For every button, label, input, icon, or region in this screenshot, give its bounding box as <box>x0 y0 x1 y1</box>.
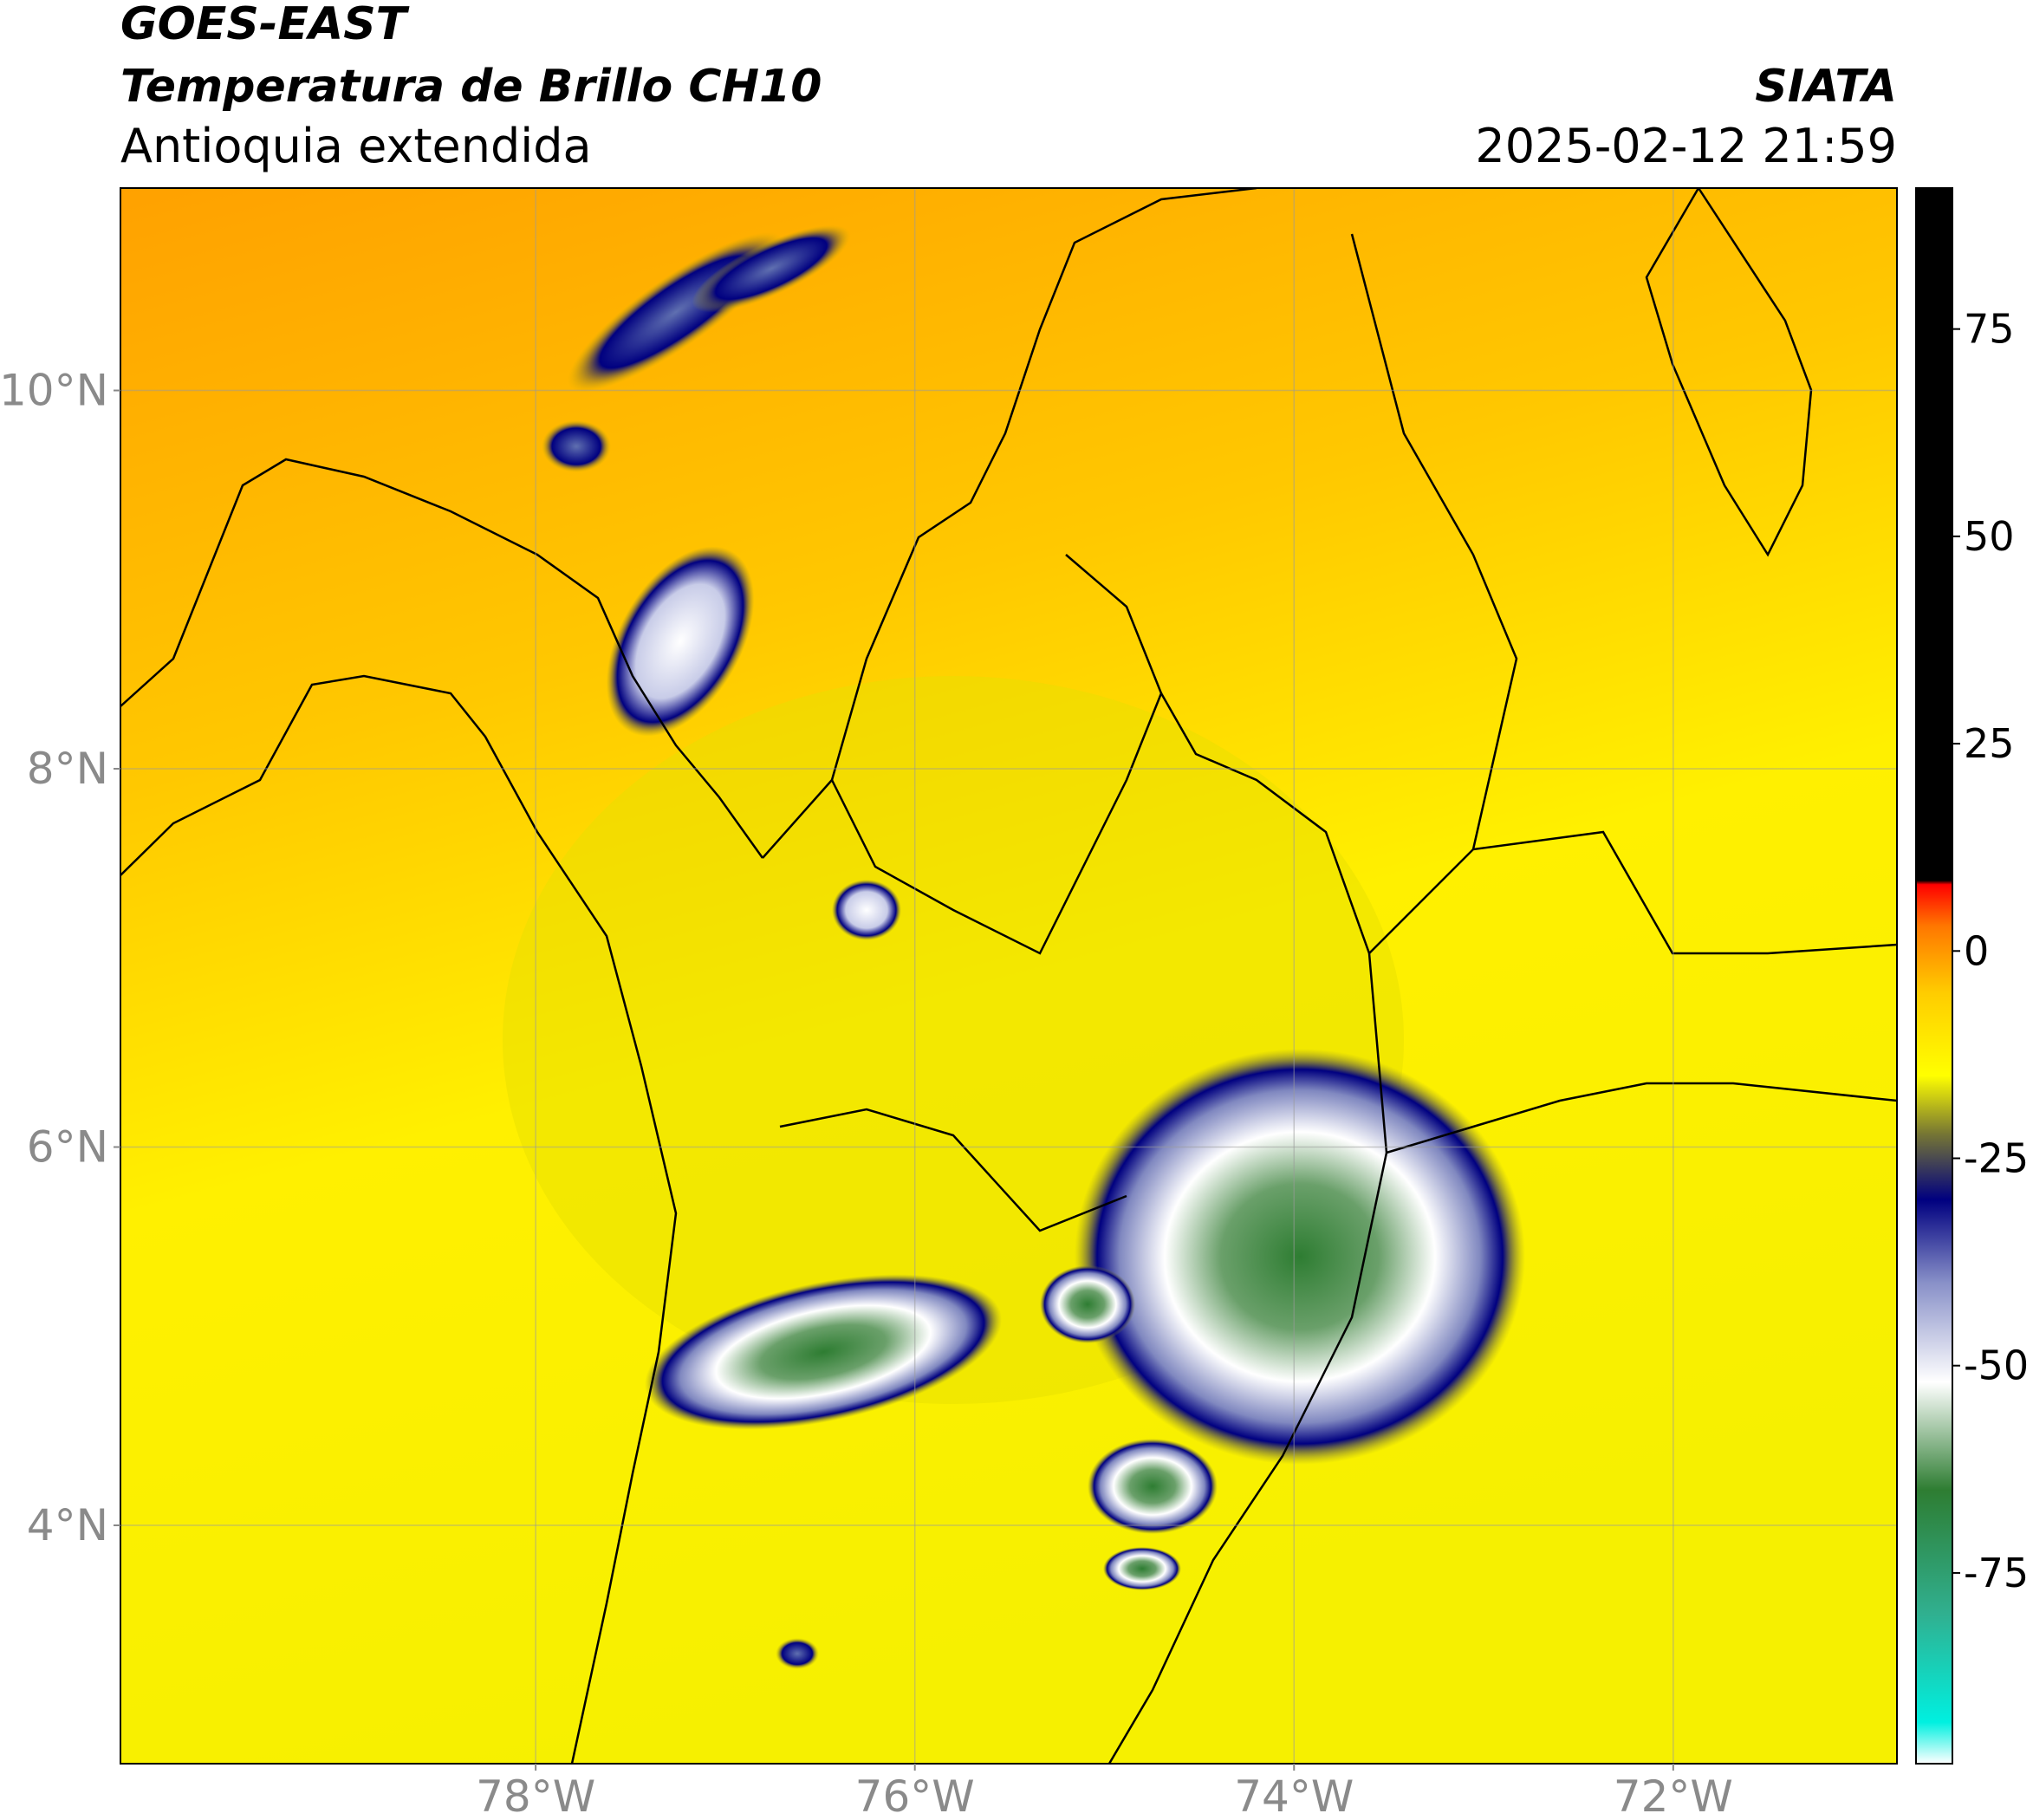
colorbar-tick-label: 25 <box>1964 720 2015 767</box>
map-image <box>120 188 1897 1764</box>
region: Antioquia extendida <box>120 119 592 173</box>
datetime: 2025-02-12 21:59 <box>1475 119 1897 173</box>
colorbar-tick-label: -75 <box>1964 1550 2029 1596</box>
grid <box>120 188 1897 1764</box>
colorbar <box>1915 187 1953 1765</box>
colorbar-tick-label: -25 <box>1964 1135 2029 1182</box>
x-tick-label: 78°W <box>476 1771 595 1820</box>
colorbar-tick-label: 50 <box>1964 513 2015 560</box>
x-tick-label: 76°W <box>855 1771 975 1820</box>
y-tick-label: 6°N <box>27 1122 108 1173</box>
y-tick-label: 10°N <box>0 366 108 416</box>
map-frame <box>120 187 1898 1765</box>
x-tick-label: 72°W <box>1614 1771 1733 1820</box>
y-tick-label: 4°N <box>27 1500 108 1550</box>
colorbar-tick-label: -50 <box>1964 1342 2029 1389</box>
y-tick-label: 8°N <box>27 744 108 794</box>
x-tick-label: 74°W <box>1234 1771 1354 1820</box>
title: GOES-EAST <box>120 0 410 50</box>
colorbar-tick-label: 75 <box>1964 306 2015 353</box>
subtitle: Temperatura de Brillo CH10 <box>120 61 822 113</box>
colorbar-tick-label: 0 <box>1964 927 1989 974</box>
source: SIATA <box>1755 61 1897 113</box>
